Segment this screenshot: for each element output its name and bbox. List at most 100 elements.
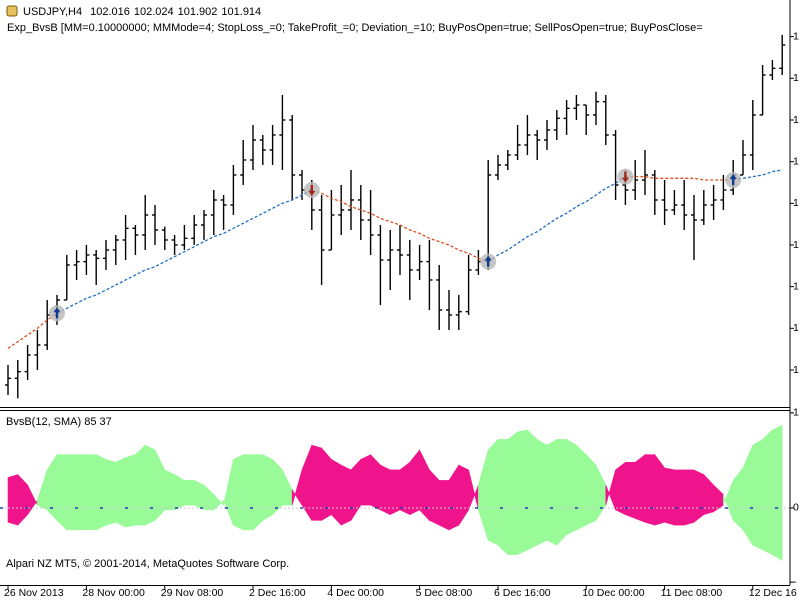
y-tick-label: 1 (793, 407, 799, 419)
expert-line: Exp_BvsB [MM=0.10000000; MMMode=4; StopL… (7, 22, 703, 34)
buy-arrow (729, 173, 737, 185)
y-tick-label: 0 (793, 502, 799, 514)
band-segment (380, 464, 391, 516)
y-tick-label: 1 (793, 114, 799, 126)
band-segment (95, 454, 107, 531)
band-segment (311, 444, 322, 521)
band-segment (193, 479, 205, 511)
band-segment (125, 454, 136, 528)
x-tick-label: 6 Dec 16:00 (494, 587, 551, 599)
y-tick-label: 1 (793, 364, 799, 376)
band-segment (7, 474, 19, 526)
band-segment (556, 439, 567, 546)
band-segment (693, 469, 705, 523)
band-segment (252, 454, 264, 531)
band-segment (536, 438, 548, 546)
band-segment (115, 457, 126, 528)
y-tick-label: 1 (793, 197, 799, 209)
trend-line (56, 189, 313, 314)
indicator-title: BvsB(12, SMA) 85 37 (6, 416, 112, 428)
band-segment (576, 444, 587, 531)
y-tick-label: 1 (793, 280, 799, 292)
band-segment (674, 469, 685, 526)
trend-line (7, 312, 58, 349)
symbol: USDJPY,H4 (23, 6, 82, 18)
band-segment (331, 458, 342, 526)
x-tick-label: 10 Dec 00:00 (582, 587, 645, 599)
band-segment (399, 461, 411, 516)
band-segment (262, 454, 273, 521)
band-segment (242, 454, 254, 531)
expert-icon (6, 5, 18, 17)
x-tick-label: 2 Dec 16:00 (249, 587, 306, 599)
band-segment (644, 454, 656, 526)
trend-line (311, 189, 489, 263)
trend-line (733, 169, 783, 181)
band-segment (772, 424, 783, 561)
band-segment (585, 453, 597, 526)
trend-line (487, 176, 626, 263)
band-segment (762, 429, 773, 556)
band-segment (56, 454, 68, 531)
band-segment (625, 462, 636, 519)
band-segment (752, 438, 763, 551)
symbol-header: USDJPY,H4 102.016 102.024 101.902 101.914 (23, 6, 261, 18)
quote-open: 102.016 (90, 6, 130, 18)
x-tick-label: 12 Dec 16 (749, 587, 797, 599)
band-segment (164, 469, 175, 511)
band-segment (664, 467, 675, 526)
quote-high: 102.024 (134, 6, 174, 18)
band-segment (86, 454, 97, 531)
y-tick-label: - (793, 576, 797, 588)
y-tick-label: 1 (793, 322, 799, 334)
band-segment (360, 454, 371, 506)
band-segment (76, 454, 87, 531)
band-segment (135, 444, 146, 526)
band-segment (184, 480, 195, 506)
copyright: Alpari NZ MT5, © 2001-2014, MetaQuotes S… (6, 558, 289, 570)
band-segment (517, 429, 528, 556)
band-segment (105, 459, 117, 526)
band-segment (634, 454, 646, 523)
band-segment (321, 447, 332, 521)
band-segment (174, 474, 185, 511)
band-segment (497, 439, 509, 556)
x-tick-label: 5 Dec 08:00 (416, 587, 473, 599)
x-tick-label: 26 Nov 2013 (4, 587, 64, 599)
sell-arrow (308, 184, 316, 196)
band-segment (66, 454, 77, 531)
band-segment (389, 469, 401, 516)
band-segment (233, 454, 244, 531)
quote-low: 101.902 (178, 6, 218, 18)
labels: USDJPY,H4 102.016 102.024 101.902 101.914 Ex… (6, 5, 703, 570)
buy-arrow (53, 307, 61, 319)
band-segment (566, 438, 577, 536)
quote-close: 101.914 (221, 6, 261, 18)
x-tick-label: 4 Dec 00:00 (327, 587, 384, 599)
y-tick-label: 1 (793, 155, 799, 167)
band-segment (438, 480, 450, 531)
y-tick-label: 1 (793, 239, 799, 251)
band-segment (683, 469, 695, 526)
y-tick-label: 1 (793, 30, 799, 42)
expert-parameters: Exp_BvsB [MM=0.10000000; MMMode=4; StopL… (7, 22, 703, 34)
trend-line (625, 176, 734, 181)
sell-arrow (621, 171, 629, 183)
band-segment (546, 438, 558, 546)
band-segment (340, 464, 352, 526)
x-tick-label: 29 Nov 08:00 (161, 587, 224, 599)
band-segment (487, 438, 499, 546)
x-tick-label: 28 Nov 00:00 (82, 587, 145, 599)
x-tick-label: 11 Dec 08:00 (661, 587, 723, 599)
price-panel (5, 34, 786, 399)
indicator-panel (0, 424, 790, 561)
band-segment (507, 431, 518, 555)
band-segment (615, 461, 626, 516)
buy-arrow (484, 255, 492, 267)
y-tick-label: 1 (793, 72, 799, 84)
band-segment (527, 429, 538, 551)
band-segment (144, 444, 156, 526)
